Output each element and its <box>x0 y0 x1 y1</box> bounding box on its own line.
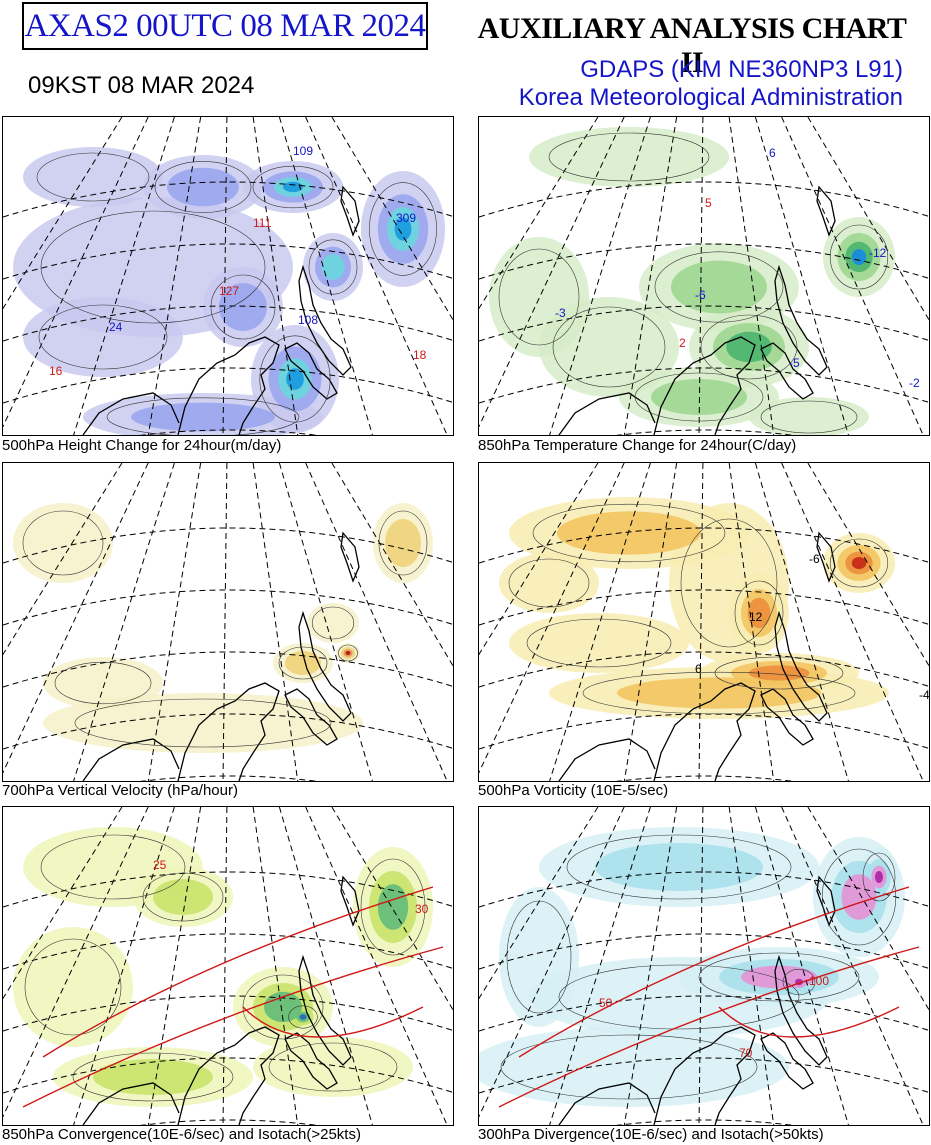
map-convergence: 25 30 <box>3 807 453 1125</box>
contour-label: 100 <box>809 974 829 988</box>
contour-label: 24 <box>109 320 123 334</box>
product-id-box: AXAS2 00UTC 08 MAR 2024 <box>22 2 428 50</box>
contour-label: -3 <box>555 306 566 320</box>
contour-label: 111 <box>253 216 272 230</box>
contour-label: 50 <box>599 996 613 1010</box>
contour-label: 2 <box>679 336 686 350</box>
contour-label: 109 <box>293 144 313 158</box>
caption-convergence: 850hPa Convergence(10E-6/sec) and Isotac… <box>2 1126 361 1143</box>
contour-label: -4 <box>919 688 930 702</box>
map-panel-convergence: 25 30 <box>2 806 454 1126</box>
contour-label: 127 <box>219 284 239 298</box>
contour-label: -12 <box>869 246 887 260</box>
caption-height-change: 500hPa Height Change for 24hour(m/day) <box>2 437 282 454</box>
map-panel-vorticity: 12 -6 6 -4 <box>478 462 930 782</box>
contour-label: -2 <box>909 376 920 390</box>
agency-name: Korea Meteorological Administration <box>518 84 903 111</box>
map-vorticity: 12 -6 6 -4 <box>479 463 930 781</box>
map-panel-divergence: 100 70 50 <box>478 806 930 1126</box>
contour-label: 16 <box>49 364 63 378</box>
caption-vorticity: 500hPa Vorticity (10E-5/sec) <box>478 782 669 799</box>
map-vertical-velocity <box>3 463 453 781</box>
contour-label: 6 <box>695 662 702 676</box>
contour-label: 5 <box>705 196 712 210</box>
map-panel-vertical-velocity <box>2 462 454 782</box>
contour-label: 6 <box>769 146 776 160</box>
caption-divergence: 300hPa Divergence(10E-6/sec) and Isotach… <box>478 1126 824 1143</box>
contour-label: 108 <box>298 313 318 327</box>
contour-label: -6 <box>809 552 820 566</box>
map-panel-height-change: 109 309 108 111 127 16 18 24 <box>2 116 454 436</box>
contour-label: 70 <box>739 1046 753 1060</box>
local-time: 09KST 08 MAR 2024 <box>28 72 255 99</box>
caption-temp-change: 850hPa Temperature Change for 24hour(C/d… <box>478 437 797 454</box>
caption-vertical-velocity: 700hPa Vertical Velocity (hPa/hour) <box>2 782 238 799</box>
model-name: GDAPS (KIM NE360NP3 L91) <box>580 56 903 83</box>
contour-label: -6 <box>695 288 706 302</box>
contour-label: 18 <box>413 348 427 362</box>
contour-label: 12 <box>749 610 763 624</box>
contour-label: 25 <box>153 858 167 872</box>
contour-label: 30 <box>415 902 429 916</box>
map-panel-temp-change: 6 -6 -12 5 2 -3 -5 -2 <box>478 116 930 436</box>
map-divergence: 100 70 50 <box>479 807 929 1125</box>
map-height-change: 109 309 108 111 127 16 18 24 <box>3 117 453 435</box>
map-temp-change: 6 -6 -12 5 2 -3 -5 -2 <box>479 117 929 435</box>
chart-title: AUXILIARY ANALYSIS CHART II <box>477 12 907 79</box>
contour-label: 309 <box>396 211 416 225</box>
contour-label: -5 <box>789 356 800 370</box>
